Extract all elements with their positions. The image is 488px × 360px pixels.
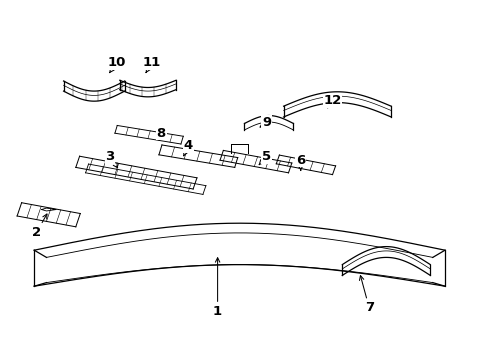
Text: 5: 5 (259, 150, 270, 165)
Text: 7: 7 (359, 276, 373, 314)
Text: 10: 10 (107, 57, 125, 73)
Text: 8: 8 (157, 127, 165, 140)
Text: 12: 12 (323, 94, 341, 108)
Text: 9: 9 (260, 116, 270, 129)
Text: 11: 11 (142, 57, 161, 73)
Text: 2: 2 (32, 214, 47, 239)
Text: 1: 1 (213, 258, 222, 318)
Text: 3: 3 (105, 150, 117, 168)
Text: 4: 4 (183, 139, 192, 156)
Text: 6: 6 (296, 154, 305, 170)
